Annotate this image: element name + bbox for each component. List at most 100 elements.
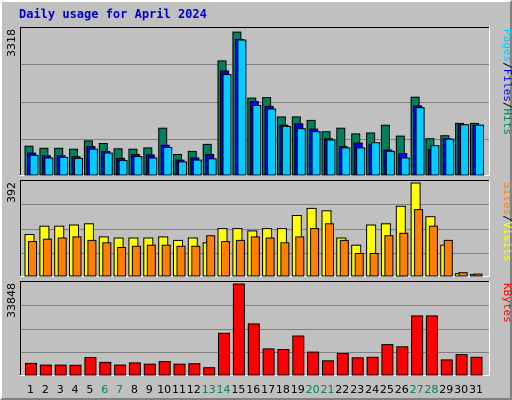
bar-sites-day-7 (117, 247, 127, 277)
legend-entry: Pages (501, 29, 512, 62)
bar-sites-day-3 (57, 237, 67, 277)
x-tick-label-5: 5 (86, 383, 93, 396)
bar-kbytes-day-15 (232, 283, 245, 376)
bar-pages-day-23 (356, 147, 366, 176)
bar-sites-day-10 (161, 244, 171, 277)
y-max-label: 3318 (5, 29, 18, 57)
x-tick-label-23: 23 (350, 383, 364, 396)
bar-pages-day-31 (475, 124, 484, 176)
x-tick-label-19: 19 (291, 383, 305, 396)
x-tick-label-1: 1 (27, 383, 34, 396)
x-tick-label-30: 30 (454, 383, 468, 396)
bar-sites-day-27 (414, 209, 424, 277)
bar-kbytes-day-1 (25, 362, 37, 376)
bar-pages-day-24 (371, 142, 381, 176)
legend-entry: KBytes (501, 283, 512, 323)
x-tick-label-24: 24 (365, 383, 379, 396)
bar-pages-day-30 (460, 124, 470, 176)
bar-pages-day-2 (44, 157, 54, 176)
bar-kbytes-day-17 (262, 348, 275, 376)
x-tick-label-28: 28 (424, 383, 438, 396)
chart-title: Daily usage for April 2024 (19, 7, 207, 21)
bar-kbytes-day-3 (54, 364, 67, 376)
bar-pages-day-12 (192, 159, 202, 176)
bar-pages-day-5 (88, 148, 98, 176)
bar-sites-day-16 (250, 236, 260, 277)
bar-sites-day-12 (191, 245, 201, 277)
bar-pages-day-19 (296, 128, 306, 176)
bar-sites-day-17 (265, 237, 275, 277)
legend-entry: / (501, 62, 512, 69)
x-tick-label-20: 20 (306, 383, 320, 396)
bar-kbytes-day-25 (381, 344, 394, 376)
bar-sites-day-4 (72, 236, 82, 277)
bar-sites-day-5 (87, 239, 97, 277)
bar-kbytes-day-30 (455, 354, 468, 376)
x-tick-label-16: 16 (246, 383, 260, 396)
y-max-label: 392 (5, 182, 18, 203)
bar-pages-day-9 (148, 157, 158, 176)
bar-pages-day-4 (74, 157, 83, 176)
bar-sites-day-1 (28, 241, 37, 277)
y-max-label: 33848 (5, 283, 18, 318)
bar-sites-day-26 (399, 232, 409, 277)
x-tick-label-13: 13 (202, 383, 216, 396)
bar-kbytes-day-23 (351, 357, 364, 376)
bar-sites-day-22 (339, 239, 349, 277)
bar-kbytes-day-9 (143, 363, 156, 376)
x-tick-label-18: 18 (276, 383, 290, 396)
bar-pages-day-18 (281, 126, 291, 176)
x-tick-label-21: 21 (321, 383, 335, 396)
bar-kbytes-day-16 (247, 323, 260, 376)
bar-kbytes-day-19 (292, 335, 305, 376)
bar-kbytes-day-24 (366, 356, 379, 376)
legend-hits: Pages/Files/Hits (501, 29, 512, 135)
bar-sites-day-24 (369, 253, 379, 277)
bar-kbytes-day-4 (69, 364, 82, 376)
bar-sites-day-23 (354, 253, 364, 277)
bar-pages-day-8 (133, 156, 143, 176)
legend-entry: Files (501, 69, 512, 102)
bar-pages-day-28 (430, 145, 440, 176)
bar-sites-day-28 (428, 225, 438, 277)
bar-kbytes-day-12 (188, 363, 201, 376)
x-tick-label-17: 17 (261, 383, 275, 396)
bar-kbytes-day-11 (173, 363, 186, 376)
x-tick-label-29: 29 (439, 383, 453, 396)
bar-kbytes-day-5 (84, 357, 97, 376)
x-tick-label-2: 2 (42, 383, 49, 396)
bar-kbytes-day-7 (114, 364, 127, 376)
bar-pages-day-25 (385, 150, 395, 176)
legend-entry: / (501, 215, 512, 222)
bar-kbytes-day-29 (440, 359, 453, 376)
bar-pages-day-16 (252, 105, 262, 176)
bar-pages-day-6 (103, 152, 113, 176)
x-tick-label-11: 11 (172, 383, 186, 396)
bar-pages-day-26 (400, 157, 410, 176)
bar-sites-day-20 (310, 228, 320, 277)
bar-pages-day-7 (118, 160, 128, 176)
bar-sites-day-13 (206, 235, 216, 277)
legend-entry: Visits (501, 222, 512, 262)
x-tick-label-3: 3 (57, 383, 64, 396)
bar-sites-day-29 (443, 239, 453, 277)
legend-entry: / (501, 102, 512, 109)
x-tick-label-6: 6 (101, 383, 108, 396)
legend-visits: Sites/Visits (501, 182, 512, 262)
bar-kbytes-day-26 (396, 346, 409, 376)
bar-kbytes-day-10 (158, 361, 171, 376)
bar-sites-day-18 (280, 242, 290, 277)
x-tick-label-4: 4 (72, 383, 79, 396)
bar-kbytes-day-28 (425, 315, 438, 376)
legend-entry: Sites (501, 182, 512, 215)
bar-sites-day-21 (325, 223, 334, 277)
bar-pages-day-10 (163, 147, 173, 176)
x-tick-label-25: 25 (380, 383, 394, 396)
legend-entry: Hits (501, 109, 512, 136)
bar-pages-day-15 (237, 39, 247, 176)
bar-kbytes-day-18 (277, 349, 290, 376)
bar-sites-day-8 (131, 245, 141, 277)
bar-sites-day-15 (235, 239, 245, 277)
